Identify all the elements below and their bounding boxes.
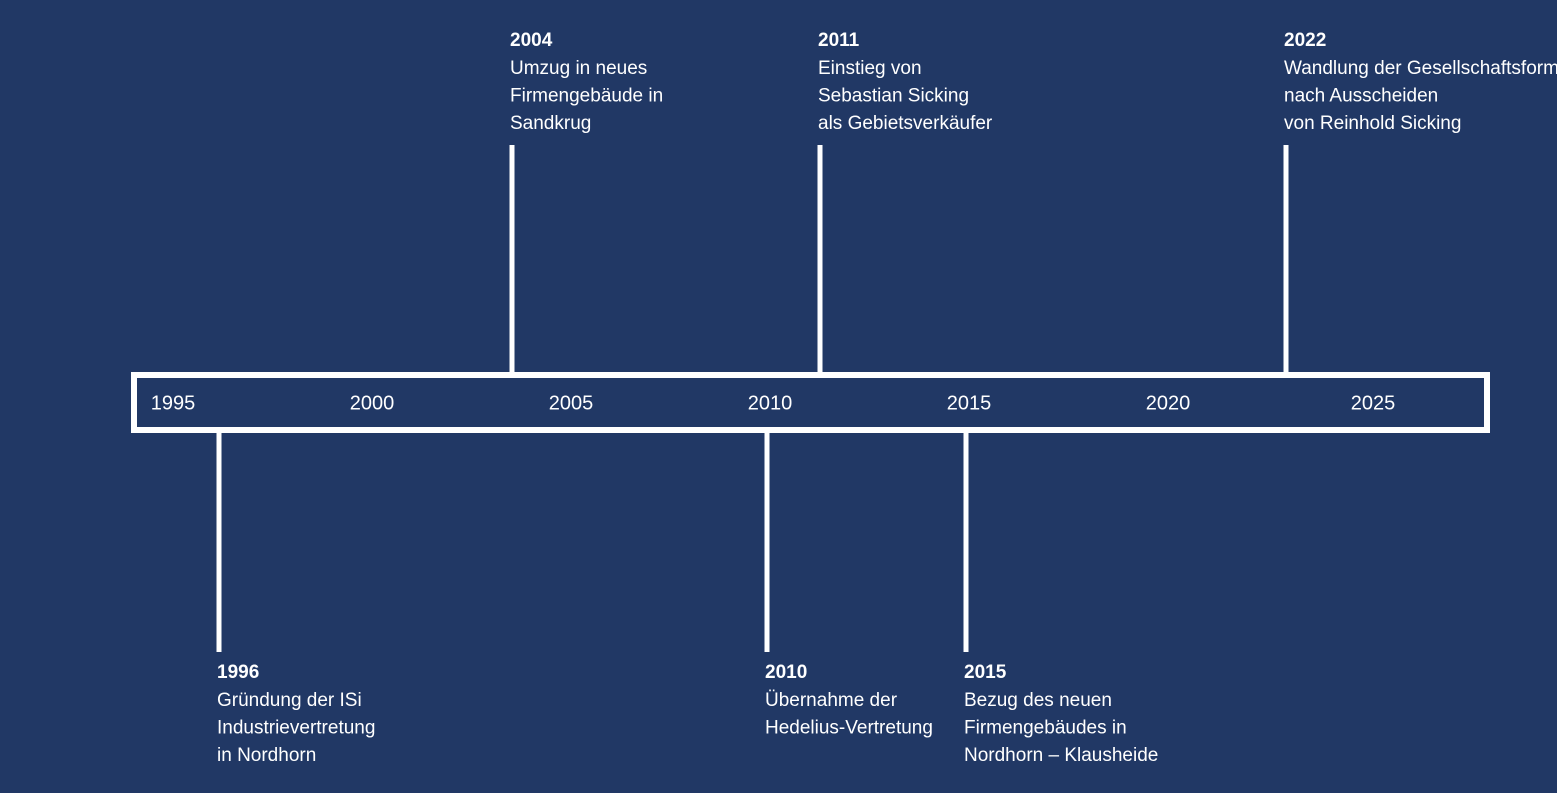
event-text: Sandkrug [510, 113, 591, 134]
axis-label: 2025 [1351, 392, 1396, 414]
event-year: 1996 [217, 662, 259, 683]
event-text: Industrievertretung [217, 718, 375, 739]
axis-box [131, 372, 1490, 433]
axis-label: 2010 [748, 392, 793, 414]
event-year: 2022 [1284, 30, 1326, 51]
event-text: Gründung der ISi [217, 690, 362, 711]
event-text: Einstieg von [818, 58, 922, 79]
event-text: Übernahme der [765, 690, 898, 711]
event-text: Bezug des neuen [964, 690, 1112, 711]
event-text: Hedelius-Vertretung [765, 718, 933, 739]
axis-label: 2005 [549, 392, 594, 414]
event-text: Nordhorn – Klausheide [964, 745, 1158, 766]
event-year: 2010 [765, 662, 807, 683]
event-text: Firmengebäude in [510, 86, 663, 107]
event-year: 2004 [510, 30, 553, 51]
axis-label: 2000 [350, 392, 395, 414]
axis-label: 2020 [1146, 392, 1191, 414]
event-text: von Reinhold Sicking [1284, 113, 1461, 134]
event-year: 2015 [964, 662, 1007, 683]
event-text: nach Ausscheiden [1284, 86, 1438, 107]
event-text: Wandlung der Gesellschaftsform [1284, 58, 1557, 79]
event-text: in Nordhorn [217, 745, 316, 766]
event-text: Umzug in neues [510, 58, 647, 79]
axis-label: 1995 [151, 392, 196, 414]
event-text: als Gebietsverkäufer [818, 113, 993, 134]
event-year: 2011 [818, 30, 860, 51]
event-text: Firmengebäudes in [964, 718, 1127, 739]
event-text: Sebastian Sicking [818, 86, 969, 107]
axis-label: 2015 [947, 392, 992, 414]
